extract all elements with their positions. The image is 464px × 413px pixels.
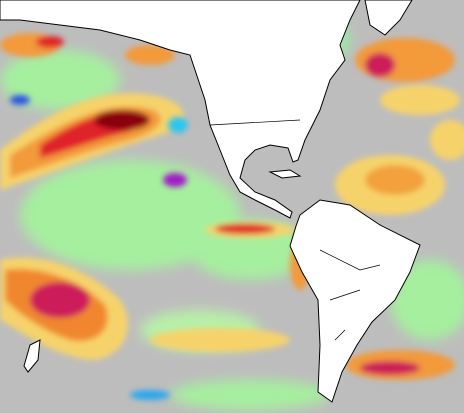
land — [0, 0, 421, 403]
greenland — [364, 0, 413, 36]
borders — [209, 119, 381, 341]
north-america — [0, 0, 361, 219]
new-zealand — [23, 339, 41, 373]
south-america — [289, 199, 421, 403]
cuba — [268, 169, 302, 179]
warm-anomalies — [0, 2, 464, 380]
